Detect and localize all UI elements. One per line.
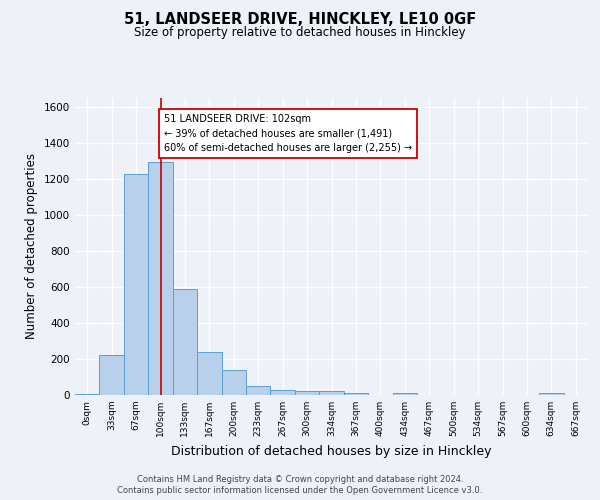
Bar [246,386,271,395]
Bar [295,391,319,395]
Text: Size of property relative to detached houses in Hinckley: Size of property relative to detached ho… [134,26,466,39]
Bar [221,370,246,395]
Bar [392,393,417,395]
Bar [100,356,124,395]
Bar [344,393,368,395]
Bar [124,174,148,395]
Text: Contains HM Land Registry data © Crown copyright and database right 2024.: Contains HM Land Registry data © Crown c… [137,475,463,484]
X-axis label: Distribution of detached houses by size in Hinckley: Distribution of detached houses by size … [171,444,492,458]
Y-axis label: Number of detached properties: Number of detached properties [25,153,38,340]
Bar [539,393,563,395]
Bar [319,391,344,395]
Bar [148,162,173,395]
Bar [271,390,295,395]
Text: Contains public sector information licensed under the Open Government Licence v3: Contains public sector information licen… [118,486,482,495]
Text: 51, LANDSEER DRIVE, HINCKLEY, LE10 0GF: 51, LANDSEER DRIVE, HINCKLEY, LE10 0GF [124,12,476,28]
Bar [173,288,197,395]
Text: 51 LANDSEER DRIVE: 102sqm
← 39% of detached houses are smaller (1,491)
60% of se: 51 LANDSEER DRIVE: 102sqm ← 39% of detac… [164,114,412,154]
Bar [75,394,100,395]
Bar [197,352,221,395]
